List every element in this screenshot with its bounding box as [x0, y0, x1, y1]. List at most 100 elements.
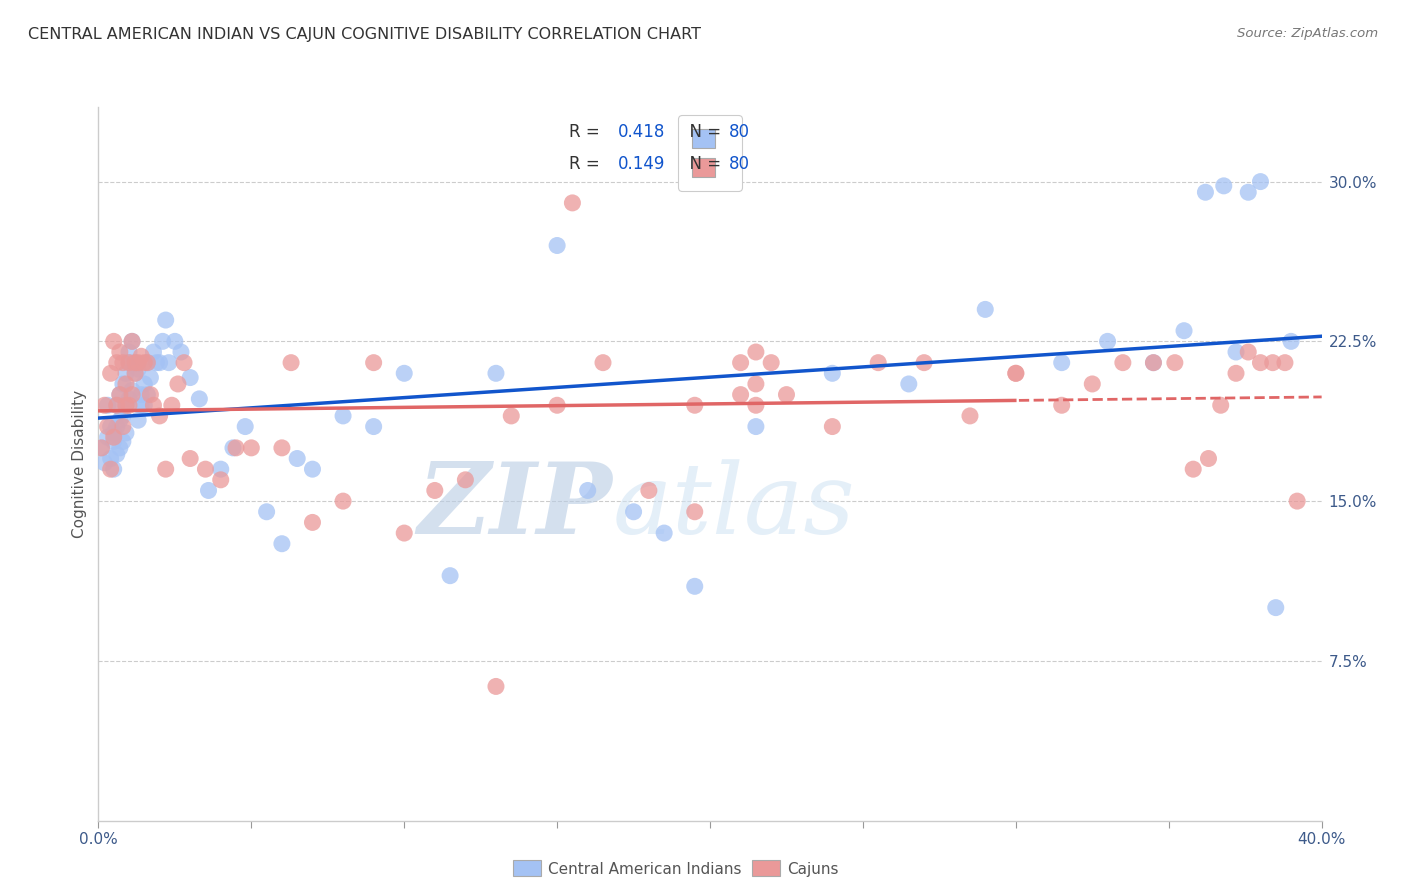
Point [240, 441, 263, 455]
Point [121, 384, 143, 398]
Point [959, 409, 981, 423]
Point [363, 356, 385, 370]
Point [592, 356, 614, 370]
Point [115, 425, 138, 440]
Point [111, 376, 134, 391]
Point [188, 392, 211, 406]
Point [90, 441, 112, 455]
Point [821, 367, 844, 381]
Point [1237, 186, 1260, 200]
Point [363, 419, 385, 434]
Point [136, 356, 159, 370]
Point [103, 430, 125, 444]
Point [149, 356, 172, 370]
Point [1274, 356, 1296, 370]
Point [1237, 345, 1260, 359]
Point [1279, 334, 1302, 349]
Point [142, 345, 165, 359]
Point [139, 387, 162, 401]
Point [623, 505, 645, 519]
Point [1225, 345, 1247, 359]
Point [155, 462, 177, 476]
Point [145, 356, 167, 370]
Text: N =: N = [679, 123, 727, 141]
Point [546, 398, 568, 412]
Point [115, 398, 138, 412]
Point [121, 334, 143, 349]
Point [103, 425, 125, 440]
Point [225, 441, 247, 455]
Point [127, 413, 149, 427]
Point [155, 313, 177, 327]
Point [439, 568, 461, 582]
Point [683, 579, 706, 593]
Point [1004, 367, 1026, 381]
Point [111, 434, 134, 449]
Point [127, 356, 149, 370]
Point [209, 473, 232, 487]
Point [775, 387, 797, 401]
Point [1261, 356, 1284, 370]
Point [149, 409, 172, 423]
Point [124, 367, 146, 381]
Point [163, 334, 186, 349]
Point [1004, 367, 1026, 381]
Point [652, 526, 675, 541]
Text: R =: R = [569, 155, 606, 173]
Text: 0.149: 0.149 [619, 155, 665, 173]
Point [1212, 178, 1234, 193]
Point [301, 516, 323, 530]
Point [100, 367, 122, 381]
Point [179, 451, 201, 466]
Point [97, 430, 120, 444]
Point [1249, 175, 1271, 189]
Point [745, 376, 768, 391]
Point [683, 398, 706, 412]
Legend: , : , [678, 115, 742, 191]
Point [129, 349, 152, 363]
Point [332, 494, 354, 508]
Point [821, 419, 844, 434]
Text: 0.418: 0.418 [619, 123, 665, 141]
Point [1112, 356, 1135, 370]
Point [136, 356, 159, 370]
Point [129, 398, 152, 412]
Point [108, 387, 131, 401]
Point [105, 447, 128, 461]
Point [129, 387, 152, 401]
Text: N =: N = [679, 155, 727, 173]
Point [270, 537, 292, 551]
Point [108, 441, 131, 455]
Point [111, 419, 134, 434]
Point [501, 409, 523, 423]
Point [121, 387, 143, 401]
Text: atlas: atlas [612, 459, 855, 554]
Point [1198, 451, 1220, 466]
Point [1209, 398, 1232, 412]
Point [111, 356, 134, 370]
Point [233, 419, 256, 434]
Point [270, 441, 292, 455]
Point [897, 376, 920, 391]
Point [546, 238, 568, 252]
Point [868, 356, 890, 370]
Point [108, 345, 131, 359]
Point [105, 398, 128, 412]
Point [100, 451, 122, 466]
Point [1050, 356, 1073, 370]
Point [392, 367, 416, 381]
Text: 80: 80 [728, 155, 749, 173]
Point [745, 419, 768, 434]
Point [392, 526, 416, 541]
Point [1050, 398, 1073, 412]
Point [139, 370, 162, 384]
Point [485, 680, 508, 694]
Point [1142, 356, 1164, 370]
Point [115, 398, 138, 412]
Point [1249, 356, 1271, 370]
Point [167, 376, 190, 391]
Text: Central American Indians: Central American Indians [548, 863, 742, 877]
Point [561, 195, 583, 210]
Point [90, 441, 112, 455]
Point [118, 345, 141, 359]
